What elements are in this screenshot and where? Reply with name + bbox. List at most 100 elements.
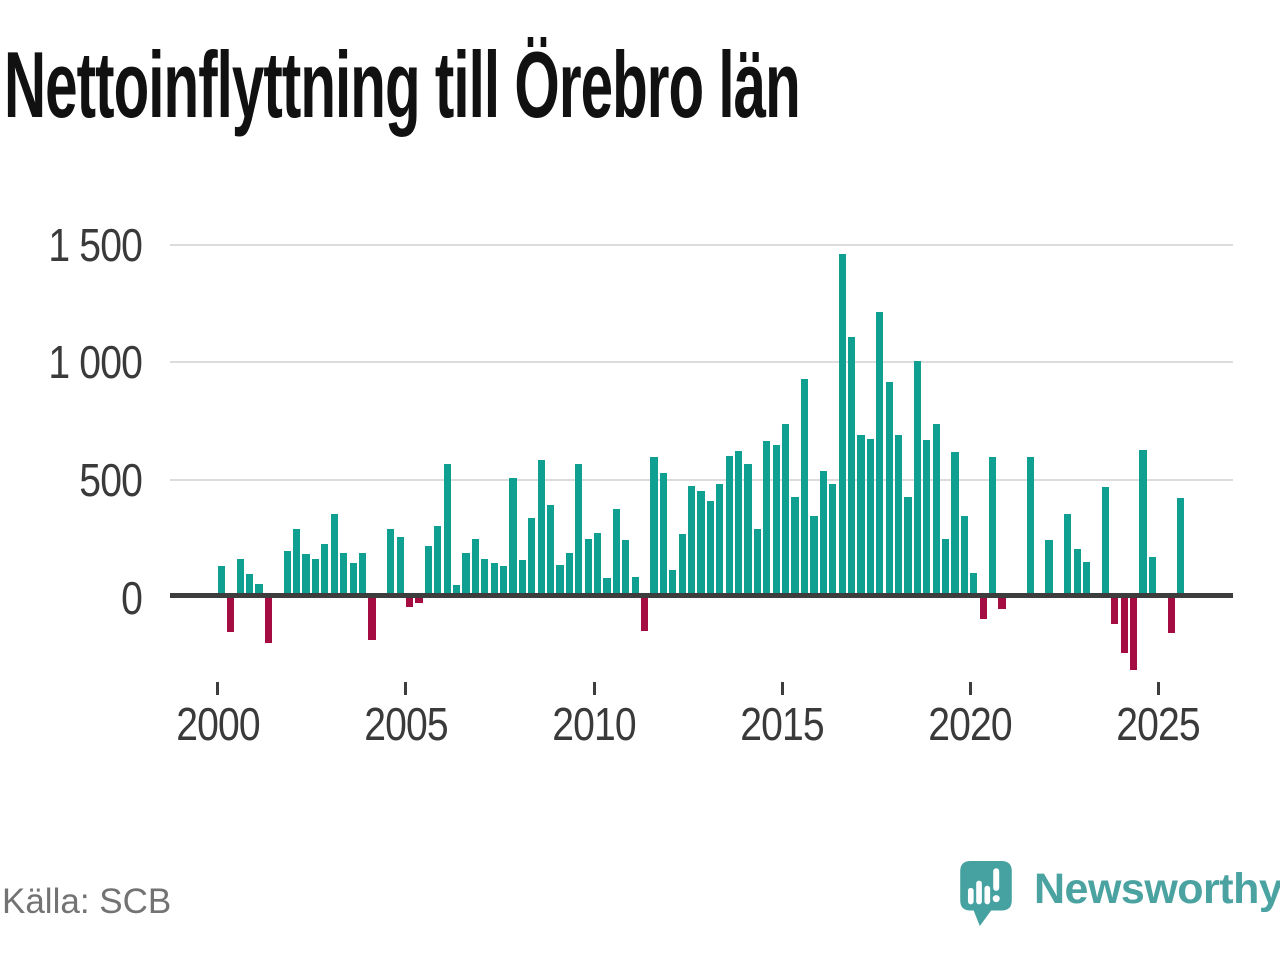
gridline-1500 [170, 243, 1233, 246]
bar-2025Q3 [1177, 497, 1185, 598]
bar-2018Q2 [904, 496, 912, 598]
zero-axis-line [170, 593, 1233, 598]
bar-2020Q1 [970, 573, 978, 598]
bar-2015Q4 [810, 515, 818, 598]
bar-2005Q1 [405, 598, 414, 608]
bar-2016Q1 [819, 470, 827, 598]
bar-2022Q3 [1064, 514, 1072, 598]
x-axis-tick-2005 [404, 682, 408, 695]
logo-bar-2 [976, 880, 982, 905]
bar-2006Q1 [443, 463, 451, 598]
bar-2002Q1 [293, 528, 301, 598]
bar-2015Q3 [800, 378, 809, 598]
y-axis-label-1000: 1 000 [48, 336, 142, 389]
bar-2005Q2 [415, 598, 423, 603]
bar-2006Q3 [462, 553, 470, 598]
bar-2009Q1 [556, 565, 564, 598]
bar-2020Q4 [998, 598, 1006, 609]
bar-2017Q2 [866, 439, 874, 598]
bar-2002Q3 [311, 559, 320, 598]
x-axis-label-2005: 2005 [364, 698, 448, 750]
bar-2000Q4 [246, 574, 254, 598]
bar-2005Q4 [434, 526, 442, 598]
bar-2013Q4 [735, 450, 743, 599]
y-axis-label-0: 0 [121, 572, 143, 624]
bar-2010Q3 [612, 508, 621, 598]
x-axis-tick-2020 [968, 682, 972, 695]
logo-exclamation-dot [992, 895, 1000, 903]
bar-2016Q4 [847, 336, 856, 598]
bar-2022Q1 [1045, 540, 1053, 598]
x-axis-label-2025: 2025 [1116, 698, 1200, 750]
bar-2011Q4 [659, 473, 668, 598]
branding: Newsworthy [960, 861, 1280, 927]
bar-2013Q2 [716, 483, 724, 598]
logo-bar-1 [967, 887, 974, 905]
bar-2014Q2 [753, 528, 762, 598]
bar-2015Q2 [791, 496, 799, 598]
bar-2019Q2 [941, 539, 950, 598]
bar-2014Q4 [772, 444, 780, 598]
bar-2003Q3 [349, 562, 357, 598]
bar-2024Q3 [1139, 449, 1147, 598]
bar-2023Q1 [1083, 561, 1091, 598]
bar-2025Q2 [1167, 598, 1175, 634]
bar-2017Q4 [885, 382, 893, 598]
bar-2010Q1 [594, 533, 602, 598]
bar-2007Q4 [509, 477, 517, 598]
bar-2015Q1 [782, 423, 790, 598]
newsworthy-logo-icon [960, 861, 1012, 926]
bar-2014Q1 [744, 463, 752, 598]
bar-2008Q3 [537, 460, 545, 598]
bar-2007Q1 [481, 559, 489, 598]
bar-2003Q1 [330, 514, 338, 598]
bar-2008Q2 [528, 517, 536, 598]
bar-2024Q2 [1130, 598, 1138, 670]
bar-2000Q1 [217, 566, 226, 598]
bar-2024Q4 [1148, 556, 1157, 598]
bar-2022Q4 [1073, 548, 1081, 598]
bar-2008Q1 [518, 560, 526, 598]
bar-2012Q4 [697, 490, 705, 598]
y-axis-label-1500: 1 500 [48, 218, 142, 271]
bar-2005Q3 [424, 546, 432, 598]
bar-2018Q3 [913, 361, 921, 598]
bar-2019Q4 [960, 515, 968, 598]
bar-2019Q3 [951, 451, 959, 598]
bar-2018Q4 [923, 440, 931, 598]
bar-2014Q3 [763, 441, 771, 598]
gridline-1000 [170, 361, 1233, 364]
bar-2004Q4 [396, 536, 404, 598]
bar-2002Q4 [321, 543, 329, 598]
x-axis-tick-2025 [1156, 682, 1160, 695]
bar-2002Q2 [302, 554, 310, 598]
bar-2007Q2 [490, 562, 498, 598]
bar-2011Q3 [650, 456, 658, 598]
logo-bar-3 [984, 885, 991, 905]
bar-2021Q3 [1026, 456, 1034, 598]
bar-2003Q2 [340, 553, 348, 598]
bar-2009Q2 [565, 553, 573, 598]
bar-2011Q2 [641, 598, 649, 631]
bar-2000Q3 [236, 559, 244, 598]
bar-2007Q3 [499, 566, 508, 598]
bar-2016Q3 [838, 254, 846, 598]
bar-2009Q4 [584, 539, 592, 598]
bar-2019Q1 [932, 423, 940, 598]
bar-2020Q3 [988, 456, 997, 598]
bar-2017Q1 [857, 435, 865, 598]
gridline-500 [170, 479, 1233, 482]
x-axis-tick-2015 [780, 682, 784, 695]
bar-2023Q4 [1111, 598, 1119, 624]
bar-2011Q1 [631, 576, 639, 598]
y-axis-label-500: 500 [79, 454, 143, 507]
bar-2016Q2 [829, 483, 837, 598]
bar-2009Q3 [575, 463, 583, 598]
bar-2020Q2 [979, 598, 987, 620]
bar-2013Q3 [725, 455, 733, 598]
x-axis-tick-2000 [216, 682, 220, 695]
bar-2017Q3 [876, 311, 884, 598]
x-axis-label-2015: 2015 [740, 698, 824, 750]
bar-2012Q2 [678, 534, 686, 598]
